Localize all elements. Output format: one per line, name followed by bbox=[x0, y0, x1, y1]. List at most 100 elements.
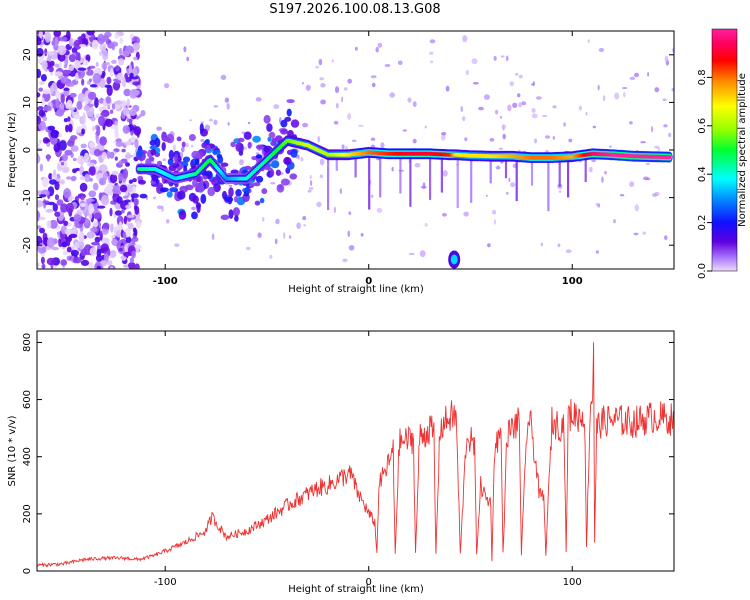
noise-speckle bbox=[40, 74, 47, 82]
noise-speckle bbox=[67, 197, 73, 202]
noise-speckle bbox=[92, 73, 102, 84]
noise-speckle bbox=[114, 120, 118, 127]
faint-speckle bbox=[651, 126, 654, 133]
faint-speckle bbox=[552, 136, 555, 140]
noise-speckle bbox=[122, 168, 129, 180]
faint-speckle bbox=[657, 147, 661, 152]
noise-speckle bbox=[125, 237, 132, 244]
noise-speckle bbox=[83, 105, 90, 112]
noise-speckle bbox=[47, 201, 55, 206]
spectral-blob bbox=[172, 162, 180, 169]
faint-speckle bbox=[376, 207, 383, 213]
faint-speckle bbox=[544, 135, 551, 139]
noise-speckle bbox=[127, 214, 135, 218]
noise-speckle bbox=[97, 205, 106, 209]
faint-speckle bbox=[305, 84, 311, 91]
faint-speckle bbox=[316, 201, 322, 208]
faint-speckle bbox=[308, 187, 314, 190]
spectral-blob bbox=[178, 210, 187, 220]
faint-speckle bbox=[347, 113, 351, 120]
noise-speckle bbox=[38, 109, 46, 117]
spectral-blob bbox=[177, 190, 186, 200]
faint-speckle bbox=[472, 82, 479, 85]
faint-speckle bbox=[228, 184, 233, 187]
spectral-blob bbox=[191, 150, 201, 159]
spectral-blob bbox=[228, 187, 234, 198]
faint-speckle bbox=[495, 109, 499, 115]
figure-title: S197.2026.100.08.13.G08 bbox=[269, 2, 440, 17]
noise-speckle bbox=[37, 200, 44, 208]
faint-speckle bbox=[485, 194, 488, 197]
noise-speckle bbox=[93, 201, 100, 212]
faint-speckle bbox=[518, 74, 523, 79]
noise-speckle bbox=[37, 68, 42, 79]
faint-speckle bbox=[592, 125, 597, 129]
snr-y-tick-label: 600 bbox=[22, 390, 33, 409]
faint-speckle bbox=[531, 113, 538, 119]
spectral-blob bbox=[263, 114, 271, 124]
noise-speckle bbox=[69, 233, 78, 239]
faint-speckle bbox=[512, 102, 518, 109]
spectral-blob bbox=[234, 196, 239, 203]
spectral-blob bbox=[267, 136, 272, 142]
noise-speckle bbox=[114, 132, 120, 139]
noise-speckle bbox=[40, 256, 45, 265]
noise-speckle bbox=[100, 112, 108, 116]
noise-speckle bbox=[60, 93, 65, 104]
noise-speckle bbox=[65, 31, 71, 41]
noise-speckle bbox=[122, 76, 126, 88]
faint-speckle bbox=[568, 138, 573, 143]
noise-speckle bbox=[60, 162, 65, 166]
noise-speckle bbox=[72, 168, 77, 174]
noise-speckle bbox=[49, 85, 54, 94]
noise-speckle bbox=[66, 140, 75, 147]
snr-frame bbox=[36, 330, 675, 572]
noise-speckle bbox=[44, 105, 52, 112]
faint-speckle bbox=[333, 206, 336, 213]
faint-speckle bbox=[662, 98, 667, 102]
noise-speckle bbox=[111, 103, 116, 110]
faint-speckle bbox=[320, 99, 326, 105]
noise-speckle bbox=[67, 116, 71, 122]
faint-speckle bbox=[497, 165, 500, 170]
noise-speckle bbox=[119, 184, 128, 193]
spectral-blob bbox=[249, 182, 255, 188]
snr-panel: -100 0 100 0 200 400 600 800 Height of straight… bbox=[7, 330, 675, 595]
noise-speckle bbox=[88, 141, 95, 149]
spectral-blob bbox=[255, 144, 264, 150]
faint-speckle bbox=[598, 48, 605, 52]
noise-speckle bbox=[111, 43, 115, 51]
noise-speckle bbox=[89, 247, 97, 256]
faint-speckle bbox=[273, 104, 280, 110]
faint-speckle bbox=[465, 69, 469, 76]
noise-speckle bbox=[55, 98, 60, 109]
noise-speckle bbox=[73, 39, 82, 50]
noise-speckle bbox=[128, 179, 133, 184]
faint-speckle bbox=[629, 76, 636, 81]
faint-speckle bbox=[414, 162, 421, 168]
noise-speckle bbox=[128, 262, 136, 269]
noise-speckle bbox=[50, 129, 59, 139]
faint-speckle bbox=[412, 101, 417, 108]
noise-speckle bbox=[69, 107, 76, 111]
faint-speckle bbox=[652, 193, 658, 197]
noise-speckle bbox=[125, 162, 130, 167]
spectral-streak bbox=[354, 153, 357, 178]
faint-speckle bbox=[587, 39, 590, 43]
noise-speckle bbox=[81, 37, 88, 44]
noise-speckle bbox=[132, 227, 137, 233]
faint-speckle bbox=[226, 102, 230, 110]
noise-speckle bbox=[68, 123, 73, 133]
spectral-blob bbox=[280, 178, 290, 186]
faint-speckle bbox=[333, 120, 339, 125]
faint-speckle bbox=[463, 211, 469, 217]
spectral-blob bbox=[166, 191, 173, 198]
faint-speckle bbox=[507, 104, 512, 112]
faint-speckle bbox=[186, 56, 190, 62]
noise-speckle bbox=[84, 173, 91, 183]
spectral-blob bbox=[176, 136, 182, 142]
noise-speckle bbox=[113, 100, 123, 105]
spectral-blob bbox=[159, 187, 169, 193]
